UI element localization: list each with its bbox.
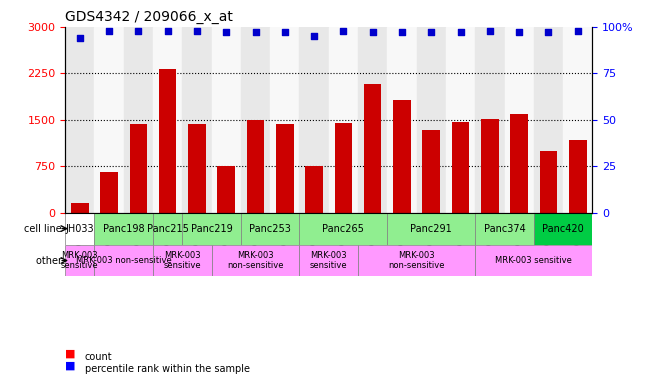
Bar: [563, 27, 592, 213]
Bar: [534, 27, 563, 213]
FancyBboxPatch shape: [534, 213, 592, 245]
Text: MRK-003 non-sensitive: MRK-003 non-sensitive: [76, 256, 172, 265]
Text: Panc374: Panc374: [484, 223, 525, 233]
Point: [191, 28, 202, 34]
Bar: [305, 166, 323, 213]
Text: MRK-003
sensitive: MRK-003 sensitive: [61, 251, 98, 270]
Point: [309, 33, 319, 39]
FancyBboxPatch shape: [182, 213, 241, 245]
Point: [339, 28, 349, 34]
Text: Panc420: Panc420: [542, 223, 584, 233]
Text: MRK-003
sensitive: MRK-003 sensitive: [310, 251, 348, 270]
Bar: [153, 27, 182, 213]
Point: [280, 30, 290, 36]
Bar: [505, 27, 534, 213]
Point: [250, 30, 260, 36]
Text: Panc265: Panc265: [322, 223, 365, 233]
Bar: [241, 27, 270, 213]
FancyBboxPatch shape: [475, 213, 534, 245]
FancyBboxPatch shape: [94, 245, 153, 276]
Bar: [247, 120, 264, 213]
FancyBboxPatch shape: [299, 213, 387, 245]
Point: [74, 35, 85, 41]
Text: MRK-003 sensitive: MRK-003 sensitive: [495, 256, 572, 265]
Bar: [329, 27, 358, 213]
Bar: [94, 27, 124, 213]
Text: Panc219: Panc219: [191, 223, 232, 233]
FancyBboxPatch shape: [358, 245, 475, 276]
Bar: [270, 27, 299, 213]
Bar: [481, 119, 499, 213]
Text: ■: ■: [65, 361, 76, 371]
FancyBboxPatch shape: [65, 213, 94, 245]
FancyBboxPatch shape: [153, 213, 182, 245]
Point: [367, 30, 378, 36]
Text: Panc253: Panc253: [249, 223, 291, 233]
Point: [396, 30, 408, 36]
Point: [163, 28, 173, 34]
Text: JH033: JH033: [66, 223, 94, 233]
Text: Panc215: Panc215: [146, 223, 189, 233]
Bar: [569, 139, 587, 213]
Bar: [217, 166, 235, 213]
Point: [104, 28, 115, 34]
Bar: [100, 172, 118, 213]
Bar: [71, 203, 89, 213]
Bar: [446, 27, 475, 213]
Point: [455, 30, 465, 36]
Bar: [335, 123, 352, 213]
Point: [133, 28, 143, 34]
Bar: [299, 27, 329, 213]
Bar: [393, 100, 411, 213]
Point: [426, 30, 436, 36]
Bar: [188, 124, 206, 213]
Bar: [475, 27, 505, 213]
FancyBboxPatch shape: [241, 213, 299, 245]
Text: other: other: [36, 255, 65, 265]
FancyBboxPatch shape: [299, 245, 358, 276]
Text: Panc291: Panc291: [410, 223, 452, 233]
Bar: [510, 114, 528, 213]
FancyBboxPatch shape: [212, 245, 299, 276]
Bar: [212, 27, 241, 213]
Text: MRK-003
non-sensitive: MRK-003 non-sensitive: [227, 251, 284, 270]
Bar: [387, 27, 417, 213]
Text: GDS4342 / 209066_x_at: GDS4342 / 209066_x_at: [65, 10, 233, 25]
Bar: [358, 27, 387, 213]
Point: [572, 28, 583, 34]
Text: MRK-003
non-sensitive: MRK-003 non-sensitive: [389, 251, 445, 270]
Text: ■: ■: [65, 349, 76, 359]
Bar: [540, 151, 557, 213]
Point: [514, 30, 524, 36]
Bar: [124, 27, 153, 213]
Bar: [422, 130, 440, 213]
Text: Panc198: Panc198: [103, 223, 145, 233]
Text: count: count: [85, 352, 112, 362]
Text: percentile rank within the sample: percentile rank within the sample: [85, 364, 249, 374]
Bar: [130, 124, 147, 213]
FancyBboxPatch shape: [65, 245, 94, 276]
Bar: [417, 27, 446, 213]
Bar: [182, 27, 212, 213]
Point: [543, 30, 553, 36]
Text: MRK-003
sensitive: MRK-003 sensitive: [163, 251, 201, 270]
Bar: [159, 69, 176, 213]
FancyBboxPatch shape: [153, 245, 212, 276]
Bar: [364, 84, 381, 213]
Point: [221, 30, 232, 36]
Text: cell line: cell line: [24, 223, 65, 233]
Point: [484, 28, 495, 34]
FancyBboxPatch shape: [475, 245, 592, 276]
FancyBboxPatch shape: [94, 213, 153, 245]
Bar: [276, 124, 294, 213]
FancyBboxPatch shape: [387, 213, 475, 245]
Bar: [65, 27, 94, 213]
Bar: [452, 122, 469, 213]
